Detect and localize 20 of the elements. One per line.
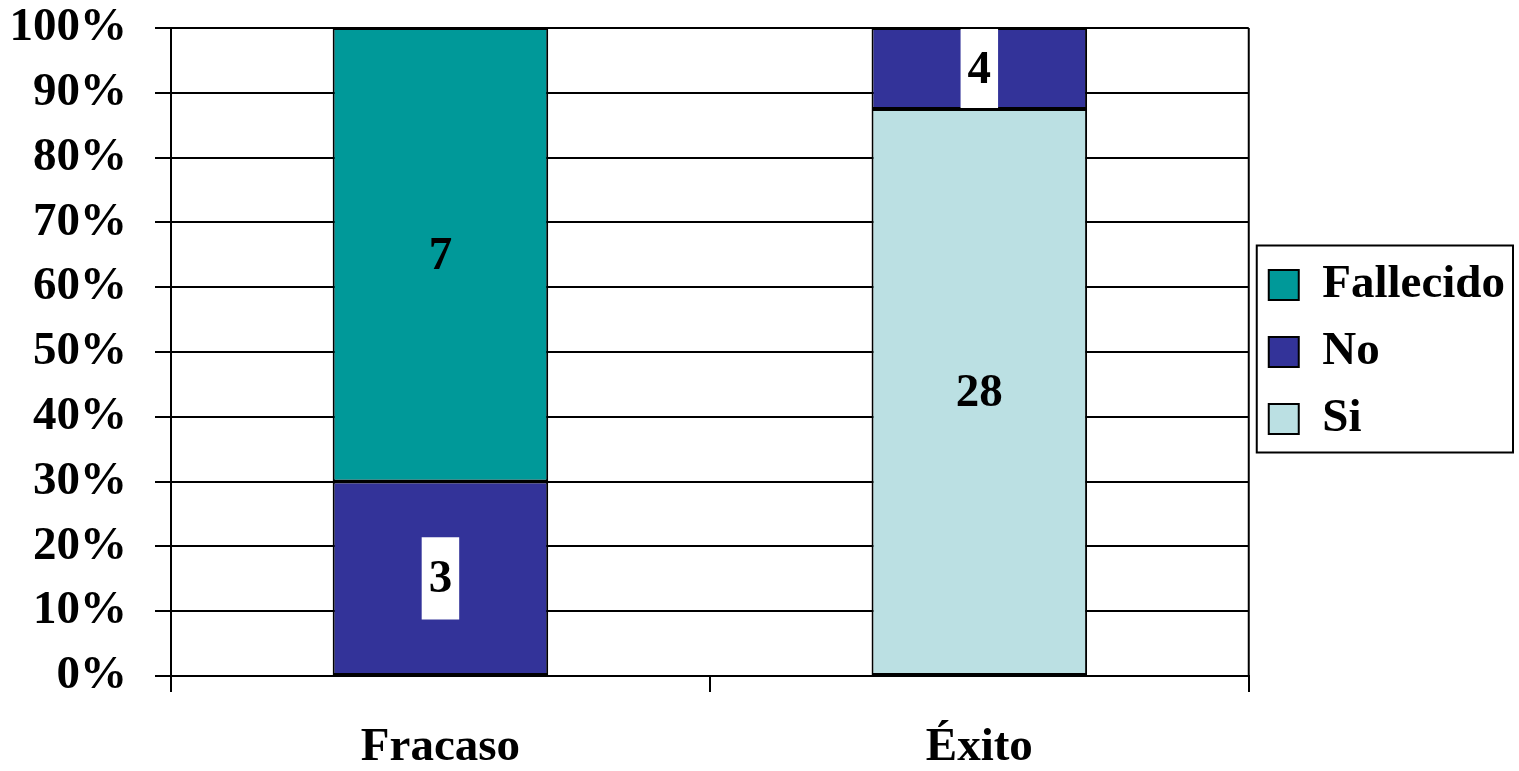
legend-label: Fallecido [1322,255,1506,308]
y-tick-label: 30% [33,451,127,504]
y-tick-label: 10% [33,581,127,634]
y-tick-label: 40% [33,386,127,439]
y-tick-label: 0% [56,646,127,699]
y-tick-label: 50% [33,322,127,375]
y-tick-label: 60% [33,257,127,310]
y-tick-label: 80% [33,127,127,180]
annotation: 3 [428,550,453,603]
legend-label: No [1322,322,1380,375]
x-tick-label: Éxito [925,717,1033,770]
y-tick-label: 90% [33,62,127,115]
annotation: 4 [967,40,992,93]
annotation: 7 [428,226,453,279]
y-tick-label: 20% [33,516,127,569]
x-tick-label: Fracaso [360,717,521,770]
y-tick-label: 70% [33,192,127,245]
y-tick-label: 100% [9,0,127,51]
legend-label: Si [1322,389,1362,442]
annotation: 28 [955,364,1003,417]
